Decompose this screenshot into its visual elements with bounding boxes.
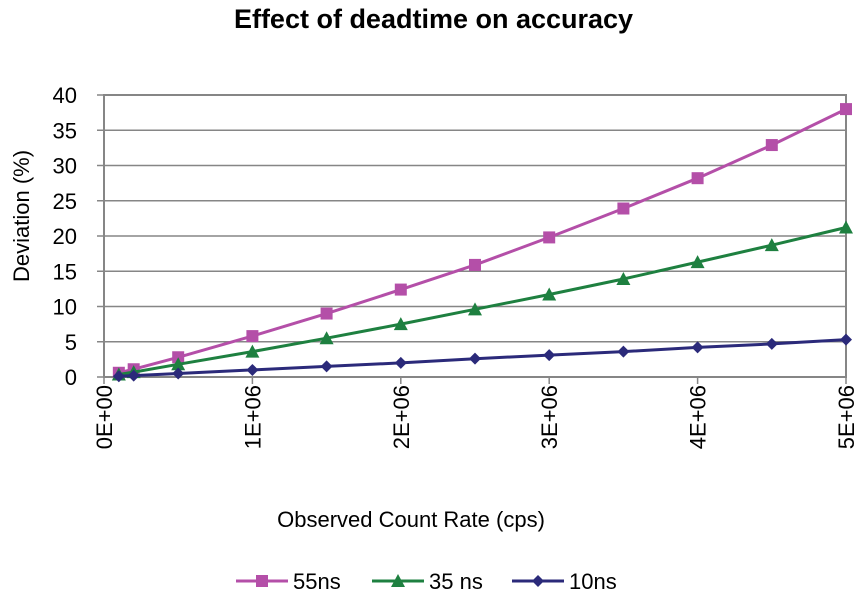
- data-point-35ns: [393, 317, 408, 331]
- data-point-55ns: [765, 139, 778, 152]
- legend-marker-10ns: [532, 575, 544, 587]
- data-point-55ns: [172, 351, 185, 364]
- legend: 55ns 35 ns 10ns: [236, 569, 617, 594]
- data-point-10ns: [469, 352, 481, 365]
- y-tick-label: 20: [53, 224, 77, 249]
- series-35ns: [111, 220, 853, 381]
- legend-marker-35ns: [391, 574, 405, 587]
- data-point-35ns: [839, 220, 853, 234]
- series-group: [111, 103, 853, 383]
- data-point-10ns: [765, 337, 778, 350]
- data-point-10ns: [394, 356, 407, 369]
- data-point-55ns: [691, 172, 704, 185]
- series-55ns: [112, 103, 852, 379]
- x-tick-label: 2E+06: [389, 385, 414, 449]
- data-point-10ns: [617, 345, 630, 358]
- x-tick-label: 4E+06: [686, 385, 711, 449]
- data-point-10ns: [543, 349, 556, 362]
- axis-ticks: 0 5 10 15 20 25 30 35 40 0E+00 1E+06 2E+06 3E+06 4E+0…: [53, 83, 859, 449]
- data-point-35ns: [764, 238, 779, 252]
- y-axis-title: Deviation (%): [9, 150, 34, 282]
- x-tick-label: 1E+06: [240, 385, 265, 449]
- y-tick-label: 15: [53, 259, 77, 284]
- legend-item-10ns: 10ns: [512, 569, 617, 594]
- data-point-55ns: [617, 202, 630, 215]
- data-point-35ns: [468, 302, 482, 316]
- series-line-10ns: [118, 338, 847, 378]
- data-point-10ns: [172, 367, 185, 380]
- y-tick-label: 35: [53, 118, 77, 143]
- legend-label-35ns: 35 ns: [429, 569, 483, 594]
- data-point-55ns: [469, 258, 481, 271]
- legend-item-35ns: 35 ns: [372, 569, 483, 594]
- data-point-55ns: [840, 103, 852, 116]
- data-point-10ns: [320, 360, 333, 373]
- y-tick-label: 40: [53, 83, 77, 108]
- y-tick-label: 5: [65, 330, 77, 355]
- data-point-35ns: [690, 255, 705, 269]
- data-point-35ns: [319, 331, 334, 345]
- data-point-55ns: [394, 283, 407, 296]
- y-tick-label: 0: [65, 365, 77, 390]
- legend-item-55ns: 55ns: [236, 569, 341, 594]
- x-tick-label: 3E+06: [537, 385, 562, 449]
- data-point-55ns: [543, 231, 556, 244]
- data-point-35ns: [542, 287, 557, 301]
- legend-label-55ns: 55ns: [293, 569, 341, 594]
- y-tick-label: 30: [53, 154, 77, 179]
- x-tick-label: 5E+06: [834, 385, 859, 449]
- chart-title: Effect of deadtime on accuracy: [233, 4, 634, 34]
- data-point-10ns: [127, 369, 140, 382]
- y-tick-label: 10: [53, 295, 77, 320]
- x-axis-title: Observed Count Rate (cps): [277, 507, 545, 532]
- data-point-10ns: [112, 370, 125, 383]
- legend-marker-55ns: [256, 575, 268, 587]
- legend-label-10ns: 10ns: [569, 569, 617, 594]
- series-line-35ns: [118, 226, 847, 376]
- data-point-55ns: [320, 307, 333, 320]
- data-point-10ns: [691, 341, 704, 354]
- data-point-10ns: [840, 333, 852, 346]
- data-point-35ns: [245, 344, 260, 358]
- y-tick-label: 25: [53, 189, 77, 214]
- data-point-35ns: [171, 357, 186, 371]
- x-tick-label: 0E+00: [92, 385, 117, 449]
- series-10ns: [112, 333, 852, 383]
- data-point-35ns: [616, 272, 631, 286]
- series-line-55ns: [118, 107, 847, 375]
- data-point-10ns: [246, 363, 259, 376]
- data-point-55ns: [246, 330, 259, 343]
